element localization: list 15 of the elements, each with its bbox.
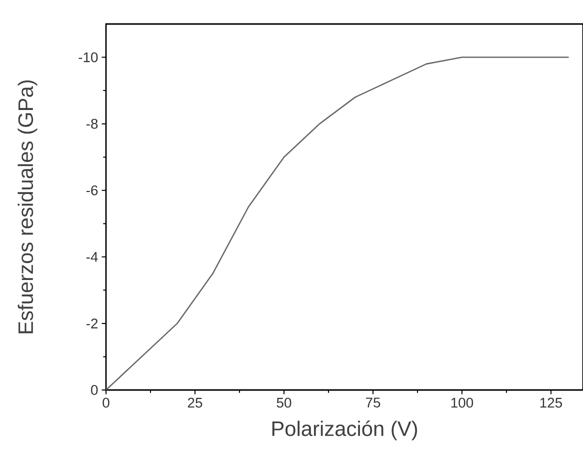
x-axis-title: Polarización (V) — [272, 420, 417, 440]
y-axis-title: Esfuerzos residuales (GPa) — [18, 80, 38, 334]
line-series — [106, 56, 570, 390]
y-tick-label: -2 — [86, 318, 98, 328]
x-tick-label: 125 — [540, 398, 562, 408]
x-tick-label: 50 — [276, 398, 292, 408]
y-tick-label: -10 — [78, 52, 98, 62]
x-tick-label: 75 — [366, 398, 380, 408]
y-tick-label: -4 — [86, 252, 98, 262]
y-tick-label: -8 — [86, 118, 98, 129]
x-tick-label: 100 — [451, 398, 474, 408]
x-tick-label: 25 — [188, 398, 202, 408]
x-tick-label: 0 — [102, 398, 110, 408]
y-tick-label: -6 — [86, 185, 98, 196]
y-tick-label: 0 — [91, 385, 98, 395]
